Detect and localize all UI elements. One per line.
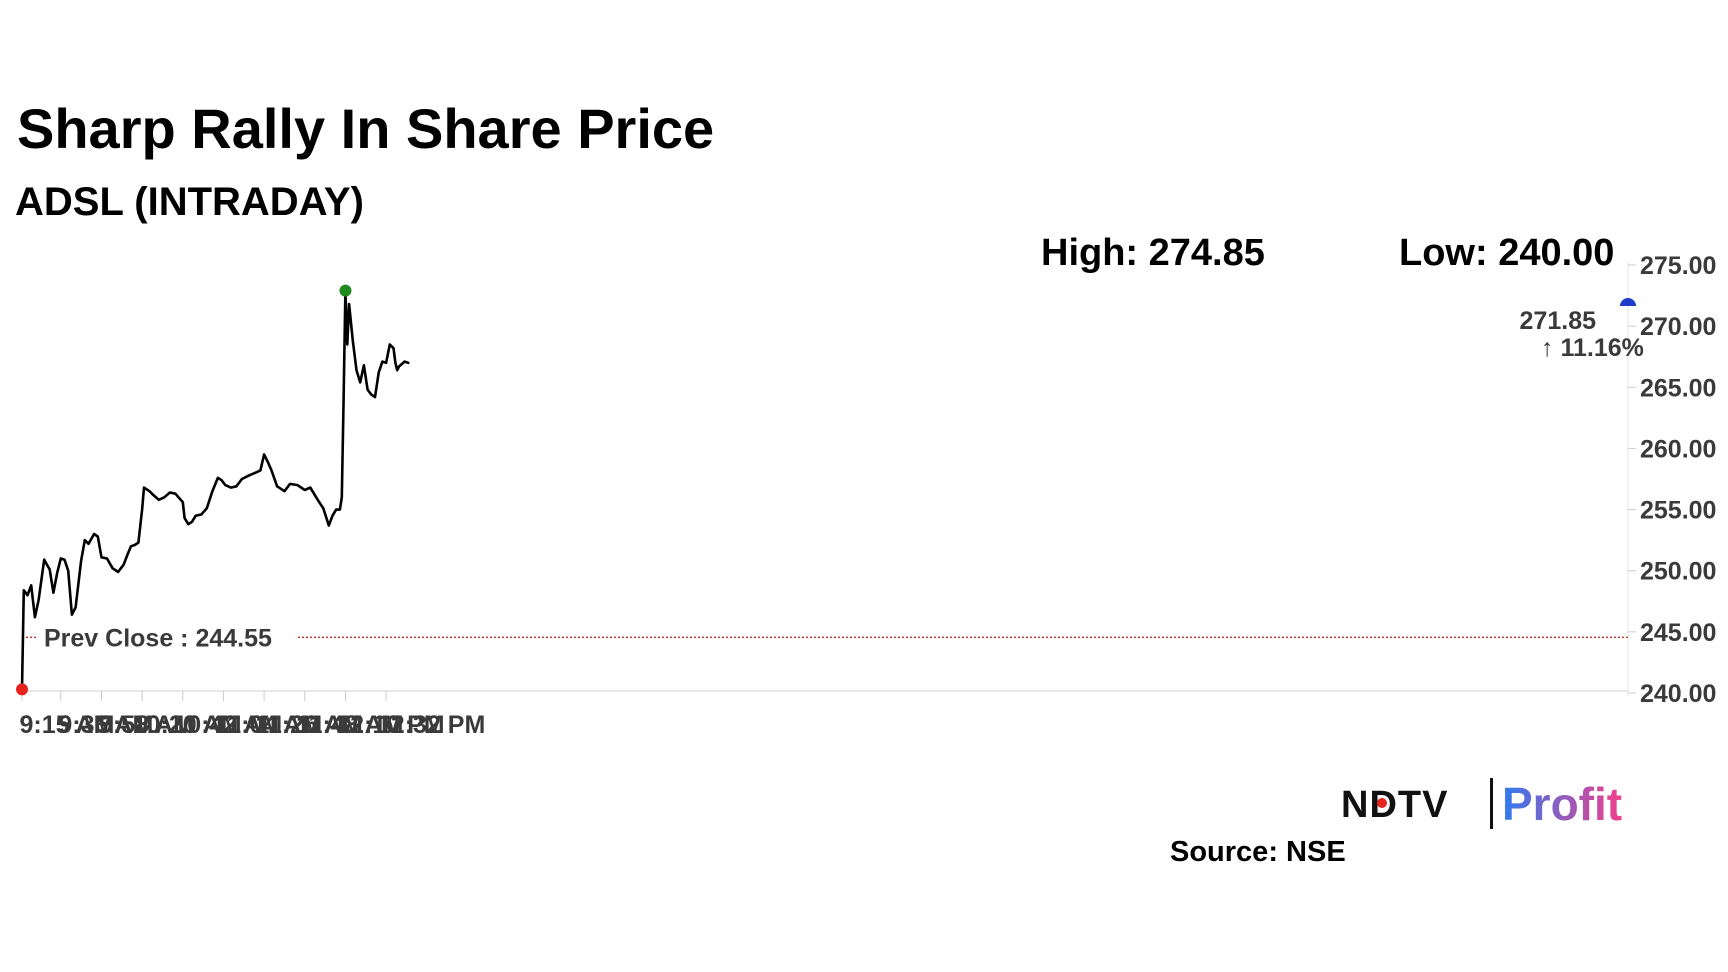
logo-red-dot [1377, 798, 1387, 808]
prev-close-label: Prev Close : 244.55 [44, 624, 272, 652]
y-axis-ticks: 240.00 245.00 250.00 255.00 260.00 265.00 270.… [1628, 252, 1716, 708]
y-tick-label: 255.00 [1640, 497, 1716, 525]
x-tick-label: 11:48 AM [296, 711, 403, 739]
last-price-label: 271.85 [1520, 307, 1597, 335]
ndtv-profit-logo: NDTV Profit [1341, 778, 1622, 830]
y-tick-label: 245.00 [1640, 619, 1716, 647]
prev-close-label-background [38, 619, 296, 654]
x-tick-label: 10:20 AM [133, 711, 242, 739]
y-tick-label: 240.00 [1640, 680, 1716, 708]
y-tick-label: 260.00 [1640, 435, 1716, 463]
x-tick-label: 11:04 AM [215, 711, 322, 739]
chart-title: Sharp Rally In Share Price [17, 97, 714, 160]
y-tick-label: 265.00 [1640, 374, 1716, 402]
y-tick-label: 275.00 [1640, 252, 1716, 280]
high-marker [339, 284, 352, 297]
logo-ndtv: NDTV [1341, 784, 1448, 826]
high-label: High: 274.85 [1041, 232, 1265, 274]
y-tick-label: 270.00 [1640, 313, 1716, 341]
logo-divider [1490, 778, 1493, 829]
x-tick-label: 12:32 PM [377, 711, 485, 739]
x-tick-label: 9:15 AM [20, 711, 115, 739]
chart-subtitle: ADSL (INTRADAY) [15, 180, 364, 224]
low-label: Low: 240.00 [1399, 232, 1614, 274]
y-tick-label: 250.00 [1640, 558, 1716, 586]
price-series-line [20, 289, 410, 691]
logo-profit: Profit [1502, 778, 1622, 830]
x-tick-label: 12:10 PM [336, 711, 444, 739]
x-tick-label: 9:36 AM [58, 711, 153, 739]
x-tick-label: 11:26 AM [255, 711, 362, 739]
x-tick-label: 10:42 AM [173, 711, 282, 739]
source-label: Source: NSE [1170, 836, 1346, 868]
change-percent-label: ↑ 11.16% [1541, 334, 1644, 362]
last-price-marker [1620, 298, 1636, 306]
open-marker [16, 683, 28, 696]
x-tick-label: 9:58 AM [99, 711, 194, 739]
